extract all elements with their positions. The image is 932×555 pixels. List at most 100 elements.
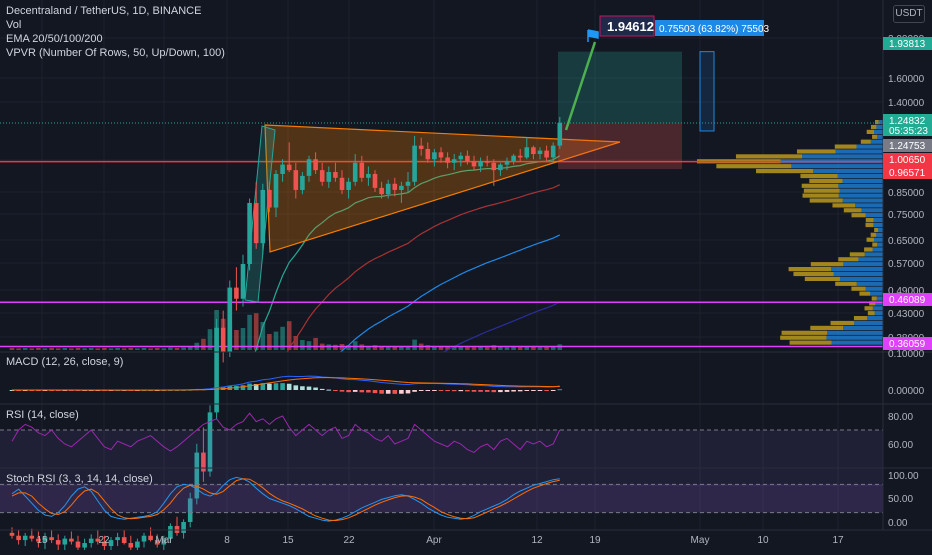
info-label: 0.75503 (63.82%) 75503 [659, 24, 770, 35]
price-tag-6: 0.36059 [889, 339, 926, 350]
macd-hist-66 [445, 390, 450, 392]
ema-legend[interactable]: EMA 20/50/100/200 [6, 33, 103, 45]
macd-hist-50 [339, 390, 345, 392]
vpvr-down-19 [851, 213, 866, 218]
vpvr-legend[interactable]: VPVR (Number Of Rows, 50, Up/Down, 100) [6, 47, 225, 59]
macd-legend[interactable]: MACD (12, 26, close, 9) [6, 356, 124, 368]
volume-bar-6 [49, 348, 54, 350]
candle-body-25 [174, 526, 180, 533]
ema-20 [254, 155, 561, 352]
volume-bar-76 [511, 346, 516, 350]
vpvr-down-18 [843, 208, 862, 213]
candle-body-34 [234, 287, 239, 299]
price-tick-7: 0.57000 [888, 259, 925, 270]
stoch-legend[interactable]: Stoch RSI (3, 3, 14, 14, close) [6, 473, 153, 485]
volume-bar-43 [293, 336, 299, 350]
macd-hist-60 [405, 390, 411, 394]
volume-bar-18 [128, 348, 134, 350]
macd-hist-46 [313, 387, 318, 390]
candle-body-26 [181, 521, 186, 533]
stoch-d-line [11, 478, 560, 522]
candle-body-12 [88, 538, 94, 544]
vpvr-down-38 [864, 306, 873, 311]
candle-body-37 [253, 202, 259, 244]
volume-bar-25 [174, 348, 180, 350]
stoch-tick-1: 50.00 [888, 494, 913, 505]
vpvr-down-17 [832, 203, 856, 208]
volume-bar-60 [405, 346, 411, 350]
vpvr-down-35 [859, 291, 871, 296]
candle-body-61 [412, 145, 417, 182]
candle-body-70 [471, 161, 477, 167]
volume-bar-42 [286, 321, 292, 350]
macd-hist-42 [286, 383, 292, 390]
vpvr-up-19 [865, 213, 883, 218]
currency-button[interactable]: USDT [893, 5, 925, 23]
volume-bar-4 [36, 348, 41, 350]
volume-bar-3 [29, 348, 35, 350]
time-tick-6: Apr [426, 535, 442, 546]
vpvr-up-44 [826, 335, 883, 340]
vpvr-up-9 [791, 164, 883, 169]
macd-hist-75 [504, 390, 510, 392]
macd-hist-57 [385, 390, 391, 394]
rsi-legend[interactable]: RSI (14, close) [6, 409, 79, 421]
time-axis[interactable]: 15 22 Mar 8 15 22 Apr 12 19 May 10 17 [36, 535, 844, 546]
price-axis[interactable]: 2.000001.600001.400001.000000.850000.750… [888, 34, 925, 529]
macd-hist-49 [333, 390, 338, 391]
price-tag-bg-2 [883, 139, 932, 152]
candle-body-6 [49, 537, 54, 541]
vpvr-up-21 [873, 222, 883, 228]
macd-hist-70 [471, 390, 477, 392]
volume-bar-53 [359, 344, 365, 350]
vpvr-up-27 [864, 252, 883, 257]
macd-hist-80 [537, 390, 543, 391]
vpvr-down-7 [735, 154, 803, 159]
measure-bar [699, 51, 715, 132]
vpvr-down-11 [800, 173, 838, 179]
volume-bar-22 [154, 348, 160, 350]
candle-body-29 [201, 452, 206, 472]
volume-bar-68 [458, 346, 464, 350]
time-tick-0: 15 [36, 535, 48, 546]
volume-bar-11 [82, 348, 87, 350]
drawings[interactable] [0, 29, 883, 348]
candle-body-38 [260, 189, 266, 244]
volume-bar-19 [135, 348, 140, 350]
macd-hist-52 [352, 390, 358, 392]
volume-bar-44 [300, 340, 305, 350]
vpvr-down-41 [830, 320, 855, 326]
macd-hist-83 [557, 389, 563, 391]
macd-hist-51 [346, 390, 351, 393]
volume-bar-77 [517, 347, 523, 350]
macd-line [12, 375, 560, 391]
volume-bar-16 [115, 348, 120, 350]
candle-body-13 [95, 538, 101, 542]
macd-hist-72 [484, 390, 490, 392]
candle-body-2 [22, 535, 28, 541]
vpvr-up-29 [843, 262, 883, 267]
time-tick-2: Mar [155, 535, 173, 546]
candle-body-74 [498, 164, 503, 171]
vpvr-up-35 [870, 291, 883, 296]
stoch-tick-2: 0.00 [888, 518, 908, 529]
volume-bar-54 [366, 346, 371, 350]
vpvr-up-45 [831, 340, 883, 345]
ema-50 [286, 184, 561, 352]
vpvr-up-37 [875, 301, 883, 306]
volume-bar-78 [524, 346, 530, 350]
candle-body-62 [418, 145, 424, 149]
price-tag-3: 1.00650 [889, 155, 926, 166]
price-tick-8: 0.49000 [888, 286, 925, 297]
info-label-bg [655, 20, 764, 36]
macd-hist-65 [438, 390, 444, 391]
macd-hist-58 [392, 390, 398, 394]
vol-legend[interactable]: Vol [6, 19, 22, 31]
time-tick-11: 17 [832, 535, 844, 546]
vpvr-down-22 [874, 227, 879, 232]
symbol-title[interactable]: Decentraland / TetherUS, 1D, BINANCE [6, 5, 202, 17]
macd-hist-69 [465, 390, 470, 392]
candle-body-30 [207, 412, 213, 472]
